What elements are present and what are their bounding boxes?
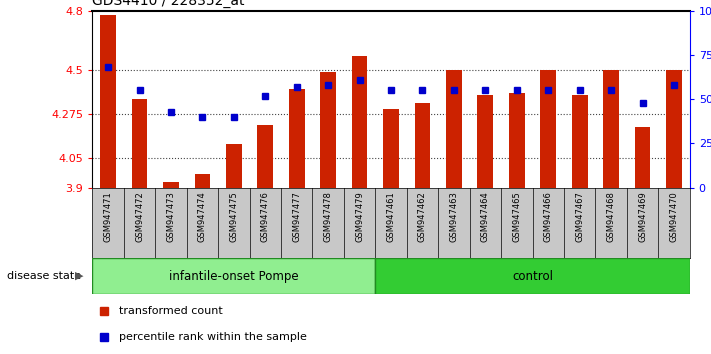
Text: GSM947474: GSM947474 bbox=[198, 191, 207, 242]
Text: infantile-onset Pompe: infantile-onset Pompe bbox=[169, 270, 299, 282]
Bar bbox=[195, 174, 210, 188]
Text: GSM947471: GSM947471 bbox=[104, 191, 112, 242]
Bar bbox=[383, 109, 399, 188]
Bar bbox=[603, 70, 619, 188]
Bar bbox=[375, 258, 690, 294]
Text: GSM947478: GSM947478 bbox=[324, 191, 333, 242]
Text: GSM947464: GSM947464 bbox=[481, 191, 490, 242]
Text: GSM947468: GSM947468 bbox=[606, 191, 616, 242]
Text: GSM947473: GSM947473 bbox=[166, 191, 176, 242]
Bar bbox=[352, 56, 368, 188]
Bar bbox=[478, 95, 493, 188]
Text: transformed count: transformed count bbox=[119, 306, 223, 316]
Text: GSM947465: GSM947465 bbox=[513, 191, 521, 242]
Bar bbox=[415, 103, 430, 188]
Text: GSM947472: GSM947472 bbox=[135, 191, 144, 242]
Text: GSM947461: GSM947461 bbox=[387, 191, 395, 242]
Text: control: control bbox=[512, 270, 553, 282]
Text: GSM947466: GSM947466 bbox=[544, 191, 552, 242]
Text: GSM947463: GSM947463 bbox=[449, 191, 459, 242]
Text: GSM947467: GSM947467 bbox=[575, 191, 584, 242]
Bar bbox=[666, 70, 682, 188]
Text: GSM947476: GSM947476 bbox=[261, 191, 269, 242]
Bar bbox=[226, 144, 242, 188]
Text: GSM947470: GSM947470 bbox=[670, 191, 678, 242]
Bar bbox=[257, 125, 273, 188]
Text: GSM947479: GSM947479 bbox=[355, 191, 364, 242]
Bar bbox=[289, 89, 304, 188]
Bar bbox=[635, 127, 651, 188]
Text: disease state: disease state bbox=[7, 271, 81, 281]
Bar bbox=[540, 70, 556, 188]
Text: ▶: ▶ bbox=[75, 271, 84, 281]
Text: GSM947475: GSM947475 bbox=[230, 191, 238, 242]
Bar bbox=[446, 70, 461, 188]
Text: GSM947469: GSM947469 bbox=[638, 191, 647, 242]
Bar bbox=[92, 258, 375, 294]
Text: GSM947477: GSM947477 bbox=[292, 191, 301, 242]
Text: GDS4410 / 228352_at: GDS4410 / 228352_at bbox=[92, 0, 245, 8]
Bar bbox=[132, 99, 147, 188]
Bar bbox=[321, 72, 336, 188]
Text: GSM947462: GSM947462 bbox=[418, 191, 427, 242]
Bar bbox=[100, 15, 116, 188]
Bar bbox=[509, 93, 525, 188]
Text: percentile rank within the sample: percentile rank within the sample bbox=[119, 332, 307, 342]
Bar bbox=[163, 182, 179, 188]
Bar bbox=[572, 95, 587, 188]
